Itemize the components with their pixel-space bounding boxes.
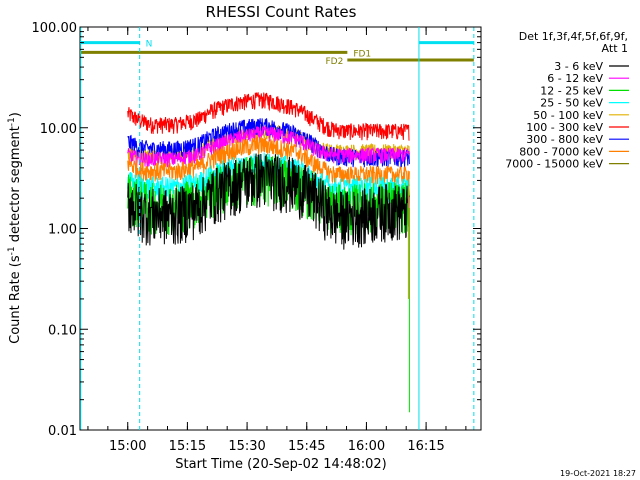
x-tick-label-5: 16:15 bbox=[407, 439, 444, 454]
y-axis-label-sup: -1 bbox=[7, 246, 17, 255]
legend-label-0: 3 - 6 keV bbox=[554, 60, 603, 73]
x-tick-label-3: 15:45 bbox=[288, 439, 325, 454]
legend-label-8: 7000 - 15000 keV bbox=[505, 158, 603, 171]
state-bars: N FD1 FD2 bbox=[80, 40, 474, 67]
series-1-line bbox=[127, 125, 410, 168]
y-axis-label: Count Rate (s-1 detector segment-1) bbox=[7, 112, 23, 344]
y-axis-label-main: Count Rate (s bbox=[8, 255, 23, 344]
series-7-line bbox=[127, 136, 410, 187]
x-tick-label-2: 15:30 bbox=[228, 439, 265, 454]
y-tick-label-4: 0.01 bbox=[48, 424, 77, 439]
axes: 100.00 10.00 1.00 0.10 0.01 15:00 15:15 15:30 15… bbox=[32, 21, 481, 454]
state-bar-label-0: N bbox=[146, 40, 153, 50]
y-axis-label-tail: detector segment bbox=[8, 126, 23, 246]
legend-label-5: 100 - 300 keV bbox=[526, 121, 603, 134]
x-tick-label-0: 15:00 bbox=[109, 439, 146, 454]
timestamp: 19-Oct-2021 18:27 bbox=[560, 469, 636, 478]
legend-label-7: 800 - 7000 keV bbox=[519, 145, 603, 158]
legend-label-4: 50 - 100 keV bbox=[533, 109, 603, 122]
x-axis-label: Start Time (20-Sep-02 14:48:02) bbox=[175, 457, 386, 472]
y-tick-label-2: 1.00 bbox=[48, 223, 77, 238]
legend-title-line-0: Det 1f,3f,4f,5f,6f,9f, bbox=[519, 30, 628, 43]
state-bar-label-2: FD1 bbox=[353, 49, 371, 59]
y-axis-label-close: ) bbox=[8, 112, 23, 117]
y-tick-label-1: 10.00 bbox=[40, 122, 77, 137]
chart-title: RHESSI Count Rates bbox=[206, 3, 357, 21]
legend-label-2: 12 - 25 keV bbox=[540, 84, 603, 97]
legend-title-line-1: Att 1 bbox=[602, 42, 628, 55]
y-axis-label-sup2: -1 bbox=[7, 117, 17, 126]
legend-label-6: 300 - 800 keV bbox=[526, 133, 603, 146]
x-tick-label-1: 15:15 bbox=[169, 439, 206, 454]
series-layer bbox=[127, 92, 410, 413]
series-5-line bbox=[127, 92, 410, 141]
y-tick-label-3: 0.10 bbox=[48, 323, 77, 338]
state-bar-label-3: FD2 bbox=[325, 57, 343, 67]
series-0-line bbox=[127, 153, 410, 250]
legend-label-3: 25 - 50 keV bbox=[540, 97, 603, 110]
x-tick-label-4: 16:00 bbox=[348, 439, 385, 454]
y-tick-label-0: 100.00 bbox=[32, 21, 78, 36]
legend-label-1: 6 - 12 keV bbox=[547, 72, 603, 85]
